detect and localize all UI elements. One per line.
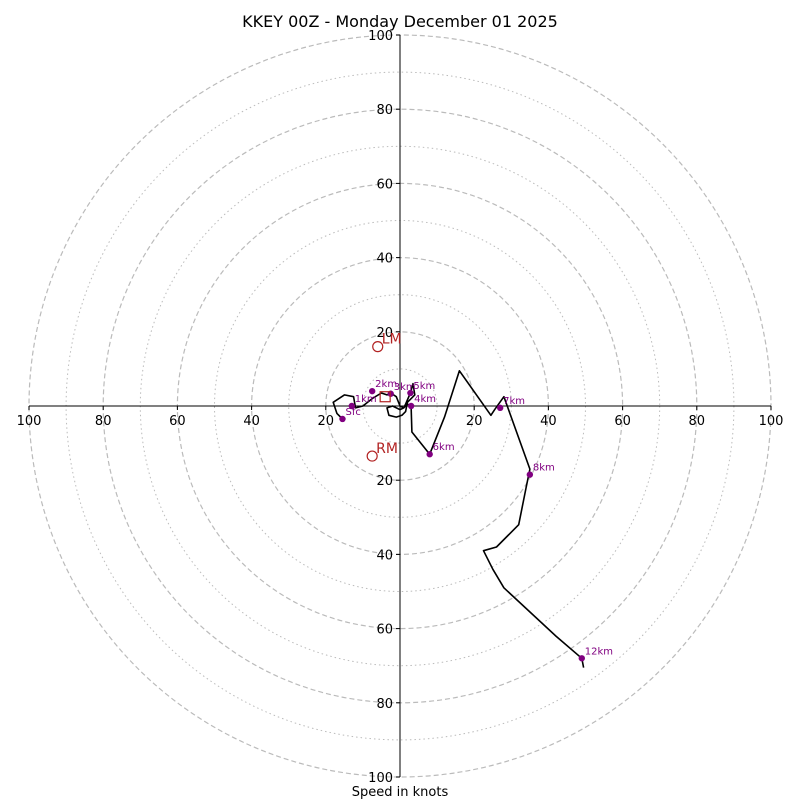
height-marker-12km	[578, 655, 585, 662]
y-tick-label: 60	[376, 177, 393, 192]
height-label-3km: 3km	[394, 382, 416, 393]
storm-motion-marker-lm	[372, 341, 384, 353]
x-tick-label: 20	[318, 414, 335, 429]
storm-motion-label-rm: RM	[376, 441, 398, 457]
height-label-4km: 4km	[414, 394, 436, 405]
x-tick-label: 20	[466, 414, 483, 429]
height-label-sfc: Sfc	[345, 407, 360, 418]
height-marker-4km	[407, 402, 415, 410]
height-label-12km: 12km	[585, 646, 613, 657]
y-tick-label: 80	[376, 697, 393, 712]
y-tick-label: 40	[376, 252, 393, 267]
x-tick-label: 80	[689, 414, 706, 429]
height-marker-8km	[526, 471, 534, 478]
y-tick-label: 20	[376, 326, 393, 341]
height-marker-2km	[368, 387, 376, 395]
tick-labels: 100 80 60 40 20 20 40 60 80 100 100 80 60 40 20 20 40 60 8…	[17, 29, 784, 786]
height-label-2km: 2km	[375, 379, 397, 390]
storm-motions: LM RM	[366, 332, 402, 462]
x-tick-label: 60	[614, 414, 631, 429]
hodograph-line	[332, 369, 585, 668]
x-tick-label: 80	[95, 414, 112, 429]
height-marker-sfc	[339, 415, 346, 423]
height-label-1km: 1km	[355, 394, 377, 405]
height-label-6km: 6km	[433, 442, 455, 453]
x-axis-label: Speed in knots	[352, 785, 449, 800]
chart-title: KKEY 00Z - Monday December 01 2025	[242, 12, 558, 31]
height-marker-5km	[407, 389, 414, 397]
y-tick-label: 100	[368, 771, 393, 786]
y-tick-label: 80	[376, 103, 393, 118]
y-tick-label: 40	[376, 548, 393, 563]
x-tick-label: 60	[169, 414, 186, 429]
x-tick-label: 100	[759, 414, 784, 429]
x-tick-label: 100	[17, 414, 42, 429]
y-tick-label: 100	[368, 29, 393, 44]
storm-motion-label-lm: LM	[382, 332, 402, 348]
height-marker-1km	[348, 402, 355, 410]
height-label-7km: 7km	[503, 396, 525, 407]
x-tick-label: 40	[540, 414, 557, 429]
storm-motion-marker-rm	[366, 450, 378, 462]
height-label-5km: 5km	[413, 381, 435, 392]
x-tick-label: 40	[243, 414, 260, 429]
y-tick-label: 60	[376, 623, 393, 638]
y-tick-label: 20	[376, 474, 393, 489]
height-marker-7km	[496, 404, 504, 412]
hodograph-trace	[332, 369, 585, 668]
height-marker-6km	[426, 451, 433, 458]
height-label-8km: 8km	[533, 463, 555, 474]
mean-wind-marker	[379, 391, 391, 403]
